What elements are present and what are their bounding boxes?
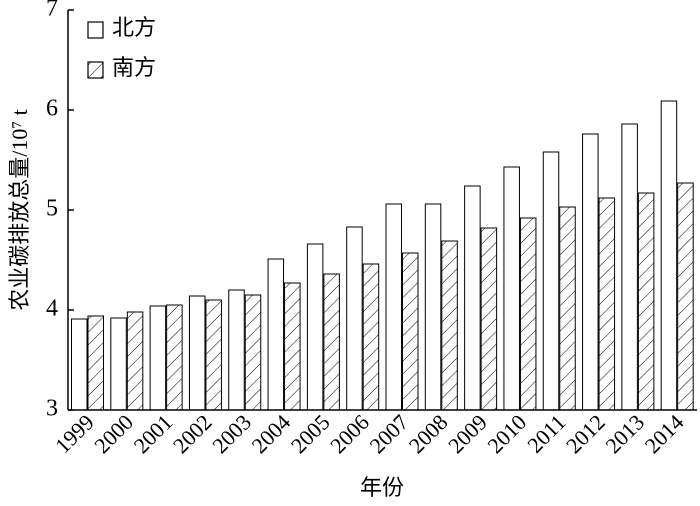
x-tick-label: 2013 bbox=[600, 409, 649, 458]
y-tick-label: 3 bbox=[46, 396, 58, 422]
bar bbox=[362, 263, 380, 411]
bar bbox=[346, 226, 363, 411]
bar bbox=[71, 318, 88, 411]
y-axis-label: 农业碳排放总量/10⁷ t bbox=[7, 109, 32, 310]
bar bbox=[149, 305, 167, 411]
bar bbox=[503, 166, 520, 411]
legend-label: 南方 bbox=[112, 55, 156, 80]
x-tick-label: 2014 bbox=[640, 409, 689, 458]
bar bbox=[126, 311, 144, 411]
bar bbox=[244, 294, 262, 411]
bar bbox=[677, 182, 694, 411]
bar bbox=[284, 282, 301, 411]
bar bbox=[660, 100, 678, 411]
bar bbox=[228, 289, 245, 411]
x-tick-label: 2012 bbox=[561, 409, 610, 458]
bar bbox=[188, 295, 206, 411]
bar bbox=[464, 185, 481, 411]
bar bbox=[582, 133, 599, 411]
bar bbox=[205, 299, 222, 411]
bar bbox=[110, 317, 127, 411]
bar bbox=[559, 206, 576, 411]
x-axis-label: 年份 bbox=[360, 475, 404, 500]
y-tick-label: 6 bbox=[46, 96, 58, 122]
y-tick-label: 5 bbox=[46, 196, 58, 222]
y-tick-label: 7 bbox=[46, 0, 58, 22]
bar bbox=[598, 197, 616, 411]
bar bbox=[542, 151, 560, 411]
x-tick-label: 2003 bbox=[207, 409, 256, 458]
x-tick-label: 2002 bbox=[168, 409, 217, 458]
y-tick-label: 4 bbox=[46, 296, 58, 322]
x-tick-label: 2000 bbox=[89, 409, 138, 458]
x-tick-label: 2005 bbox=[286, 409, 335, 458]
bar bbox=[402, 252, 419, 411]
x-tick-label: 2008 bbox=[404, 409, 453, 458]
x-tick-label: 2006 bbox=[325, 409, 374, 458]
bar bbox=[385, 203, 402, 411]
x-tick-label: 2004 bbox=[247, 409, 296, 458]
bar bbox=[480, 227, 498, 411]
bar bbox=[424, 203, 442, 411]
bar bbox=[87, 315, 104, 411]
bar bbox=[519, 217, 537, 411]
legend-swatch bbox=[87, 61, 104, 79]
bar bbox=[441, 240, 458, 411]
bar bbox=[267, 258, 285, 411]
bar bbox=[306, 243, 324, 411]
legend-label: 北方 bbox=[112, 15, 156, 40]
x-tick-label: 2010 bbox=[482, 409, 531, 458]
x-tick-label: 2001 bbox=[129, 409, 178, 458]
legend-swatch bbox=[87, 21, 104, 39]
bar bbox=[166, 304, 183, 411]
x-tick-label: 2011 bbox=[522, 409, 570, 457]
bar bbox=[637, 192, 655, 411]
bar bbox=[621, 123, 638, 411]
bar bbox=[323, 273, 340, 411]
x-tick-label: 2009 bbox=[443, 409, 492, 458]
x-tick-label: 2007 bbox=[364, 409, 413, 458]
